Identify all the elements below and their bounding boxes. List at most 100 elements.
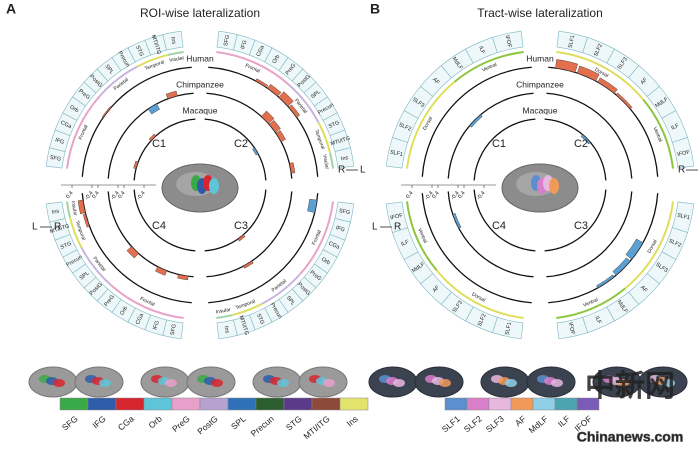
group-arc bbox=[68, 216, 83, 248]
cluster-label: C2 bbox=[574, 138, 588, 150]
group-label: Frontal bbox=[78, 124, 90, 141]
group-label: Ventral bbox=[416, 227, 428, 244]
legend-swatch bbox=[283, 397, 313, 411]
legend-swatch bbox=[59, 397, 89, 411]
region-label: ILF bbox=[670, 123, 680, 132]
region-label: STG bbox=[134, 45, 144, 58]
brain-thumb-patch bbox=[277, 379, 289, 387]
legend-swatch bbox=[466, 397, 490, 411]
region-label: SPL bbox=[285, 295, 296, 307]
panel-title: Tract-wise lateralization bbox=[477, 6, 603, 20]
region-label: SFG bbox=[338, 208, 350, 216]
group-arc bbox=[66, 201, 71, 218]
region-label: CGa bbox=[256, 44, 267, 58]
legend-label: Precun bbox=[249, 413, 276, 438]
legend-swatch bbox=[255, 397, 285, 411]
bar bbox=[261, 110, 275, 124]
group-label: Parietal bbox=[91, 256, 106, 273]
label-box bbox=[556, 316, 588, 340]
bar bbox=[155, 266, 168, 276]
bar bbox=[255, 78, 269, 88]
group-arc bbox=[317, 122, 332, 154]
region-label: SFG bbox=[49, 155, 61, 163]
group-arc bbox=[167, 51, 184, 56]
cluster-label: C1 bbox=[152, 138, 166, 150]
group-label: Frontal bbox=[139, 296, 156, 308]
brain-thumb-patch bbox=[53, 379, 65, 387]
lr-label: L bbox=[360, 165, 366, 176]
region-label: IFOF bbox=[567, 322, 576, 336]
region-label: Orb bbox=[119, 306, 129, 317]
ring bbox=[206, 191, 293, 278]
bar bbox=[612, 257, 631, 276]
panel-letter: B bbox=[370, 1, 380, 17]
tick-label: -0.4 bbox=[424, 190, 435, 201]
ring bbox=[546, 191, 633, 278]
region-label: CGa bbox=[327, 241, 341, 252]
legend-label: STG bbox=[284, 414, 304, 433]
brain-thumb-patch bbox=[165, 379, 177, 387]
legend-swatch bbox=[199, 397, 229, 411]
bar bbox=[452, 212, 462, 229]
region-label: Orb bbox=[320, 257, 331, 267]
group-arc bbox=[137, 53, 169, 68]
region-label: SLF2 bbox=[668, 238, 682, 249]
brain-thumb-patch bbox=[505, 379, 517, 387]
legend-label: Orb bbox=[146, 413, 163, 430]
group-label: Parietal bbox=[271, 278, 288, 293]
bar bbox=[289, 162, 296, 174]
cluster-label: C3 bbox=[234, 220, 248, 232]
region-label: AF bbox=[640, 76, 650, 86]
bar bbox=[147, 103, 160, 115]
ring bbox=[208, 193, 319, 304]
group-label: Parietal bbox=[113, 77, 130, 92]
species-label: Chimpanzee bbox=[516, 79, 564, 89]
ring bbox=[421, 193, 532, 304]
region-label: SLF2 bbox=[477, 313, 488, 327]
brain-thumb-patch bbox=[663, 379, 675, 387]
region-label: IFOF bbox=[504, 35, 513, 49]
region-label: IFG bbox=[54, 137, 65, 145]
label-box bbox=[492, 30, 524, 54]
brain-patch bbox=[549, 178, 559, 194]
legend-swatch bbox=[339, 397, 369, 411]
region-label: ILF bbox=[400, 239, 410, 248]
region-label: SLF1 bbox=[676, 213, 690, 222]
region-label: STG bbox=[255, 313, 265, 326]
brain-thumb-patch bbox=[393, 379, 405, 387]
tick-label: -0.4 bbox=[84, 190, 95, 201]
group-label: Ventral bbox=[651, 126, 663, 143]
species-label: Human bbox=[186, 53, 214, 63]
region-label: Orb bbox=[69, 104, 80, 114]
bar bbox=[469, 114, 483, 128]
region-label: SLF2 bbox=[593, 43, 604, 57]
bar bbox=[77, 199, 86, 215]
group-arc bbox=[80, 246, 112, 287]
region-label: SLF1 bbox=[389, 149, 403, 158]
cluster-label: C4 bbox=[492, 220, 506, 232]
region-label: Orb bbox=[272, 54, 282, 65]
tick-label: 0.4 bbox=[431, 190, 441, 200]
legend-label: CGa bbox=[116, 413, 136, 432]
group-arc bbox=[556, 287, 626, 319]
bar bbox=[307, 198, 318, 213]
group-arc bbox=[110, 284, 184, 319]
group-label: Insular bbox=[69, 200, 78, 216]
group-arc bbox=[66, 95, 101, 169]
bar bbox=[615, 92, 633, 110]
label-box bbox=[162, 30, 184, 51]
legend-swatch bbox=[87, 397, 117, 411]
ring bbox=[447, 92, 534, 179]
region-label: CGa bbox=[135, 312, 146, 326]
group-arc bbox=[98, 65, 139, 97]
region-label: ILF bbox=[593, 315, 602, 325]
bar bbox=[267, 83, 282, 97]
tick-label: -0.4 bbox=[476, 190, 487, 201]
region-label: AF bbox=[431, 77, 441, 87]
group-label: Frontal bbox=[244, 63, 261, 75]
tick-label: 0.4 bbox=[65, 190, 75, 200]
group-label: Ventral bbox=[481, 62, 498, 74]
label-box bbox=[671, 137, 695, 169]
group-label: Insular bbox=[169, 55, 185, 64]
region-label: MTI/ITG bbox=[150, 34, 162, 55]
